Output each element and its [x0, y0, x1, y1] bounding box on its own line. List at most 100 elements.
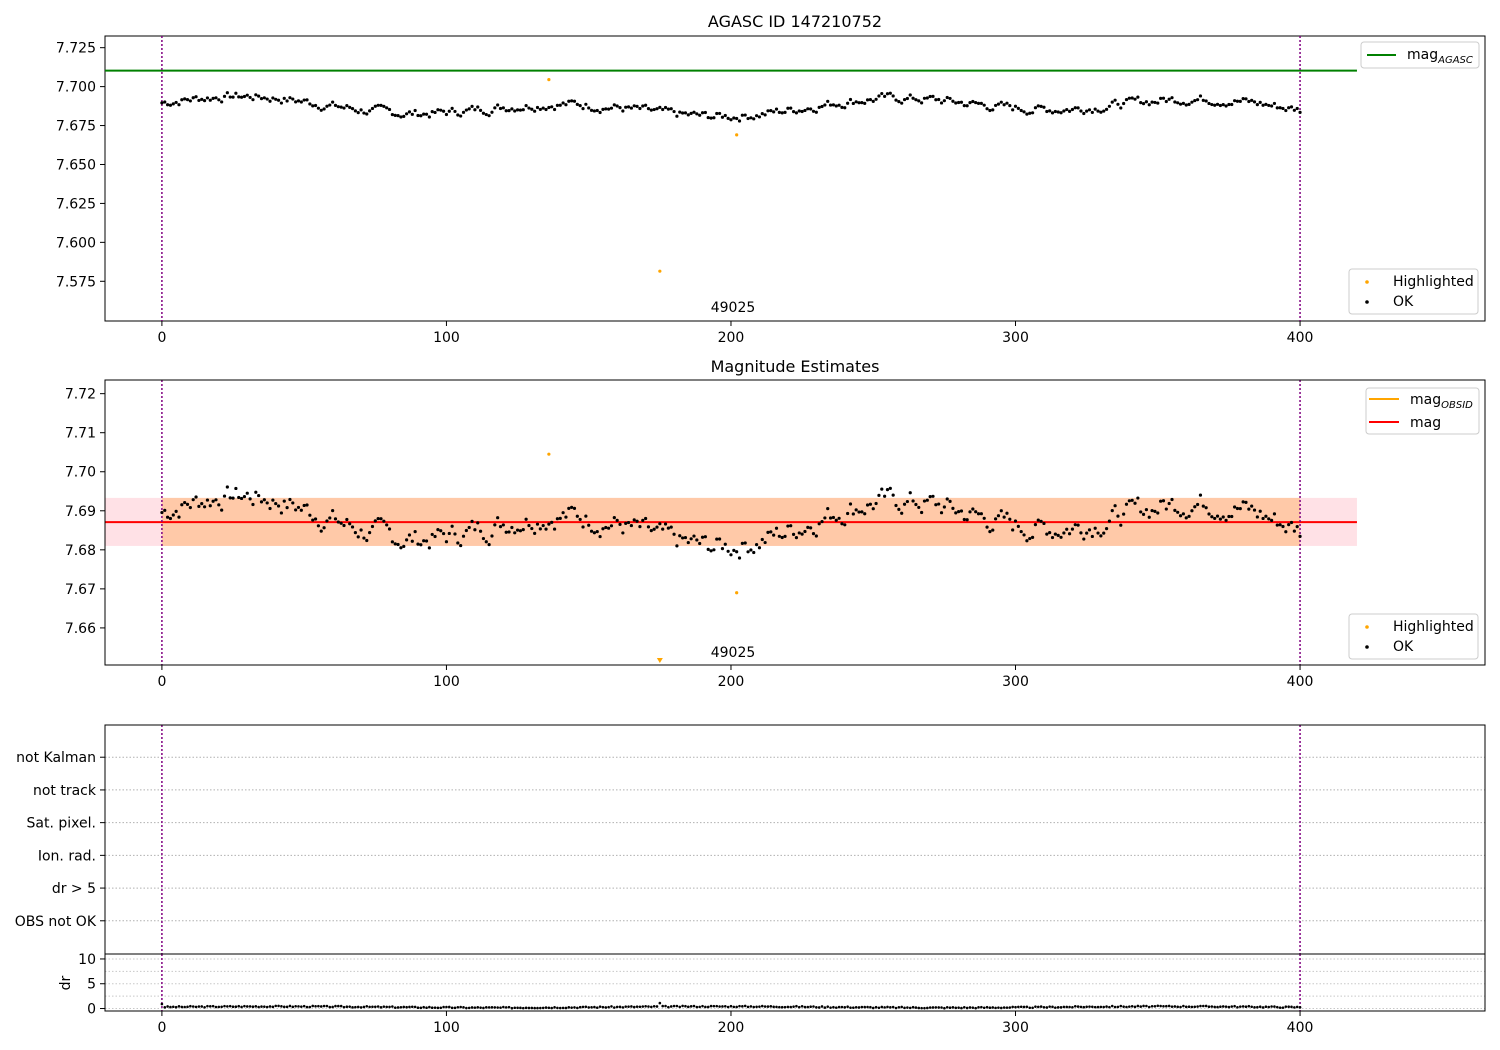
ok-point	[843, 523, 847, 527]
ok-point	[811, 109, 816, 113]
ok-point	[339, 521, 343, 525]
ok-point	[663, 522, 668, 526]
ok-point	[262, 96, 266, 100]
dr-point	[877, 1006, 881, 1010]
ok-point	[609, 524, 614, 528]
dr-point	[1091, 1005, 1094, 1009]
dr-point	[1031, 1006, 1034, 1010]
ok-point	[436, 528, 440, 532]
legend-marker-ok	[1365, 645, 1369, 649]
y-tick-label: 7.72	[65, 387, 96, 403]
ok-point	[550, 105, 554, 109]
ok-point	[370, 524, 375, 529]
dr-point	[741, 1005, 744, 1008]
ok-point	[1002, 103, 1006, 107]
ok-point	[552, 107, 557, 112]
ok-point	[319, 529, 323, 533]
ok-point	[828, 516, 833, 520]
ok-point	[791, 532, 796, 536]
ok-point	[450, 524, 454, 528]
ok-point	[772, 533, 776, 537]
dr-point	[277, 1004, 280, 1008]
dr-point	[991, 1006, 995, 1009]
ok-point	[202, 505, 207, 509]
ok-point	[948, 499, 952, 503]
ok-point	[1099, 110, 1103, 114]
ok-point	[222, 494, 227, 498]
ok-point	[1107, 104, 1112, 108]
dr-point	[749, 1005, 753, 1008]
ok-point	[504, 530, 508, 534]
ok-point	[513, 531, 517, 535]
dr-point	[701, 1004, 704, 1008]
ok-point	[1284, 530, 1288, 534]
ok-point	[985, 525, 989, 529]
dr-point	[504, 1006, 508, 1009]
ok-point	[393, 542, 397, 546]
ok-point	[1005, 511, 1009, 515]
ok-point	[390, 112, 394, 117]
dr-point	[891, 1005, 895, 1009]
ok-point	[976, 101, 981, 105]
ok-point	[897, 100, 901, 104]
dr-point	[1082, 1005, 1086, 1009]
ok-point	[410, 112, 414, 116]
dr-point	[450, 1006, 454, 1010]
ok-point	[754, 114, 759, 118]
ok-point	[615, 104, 619, 108]
ok-point	[831, 103, 836, 107]
dr-point	[1022, 1005, 1026, 1009]
dr-point	[911, 1005, 915, 1009]
ok-point	[1244, 500, 1248, 504]
ok-point	[478, 529, 483, 533]
ok-point	[433, 110, 437, 115]
ok-point	[769, 109, 773, 113]
ok-point	[541, 523, 545, 528]
ok-point	[524, 517, 528, 521]
legend-label-mag-obsid: magOBSID	[1410, 392, 1473, 411]
ok-point	[1133, 97, 1137, 101]
ok-point	[498, 106, 503, 111]
ok-point	[968, 101, 972, 105]
ok-point	[365, 538, 369, 543]
ok-point	[834, 104, 838, 108]
ok-point	[510, 107, 514, 111]
ok-point	[1011, 108, 1015, 112]
dr-point	[1179, 1005, 1182, 1009]
ok-point	[1053, 532, 1057, 536]
dr-point	[1233, 1004, 1236, 1008]
ok-point	[988, 530, 992, 534]
ok-point	[652, 527, 656, 531]
ok-point	[1156, 101, 1160, 105]
ok-point	[695, 112, 699, 116]
dr-point	[285, 1005, 289, 1009]
dr-point	[294, 1004, 297, 1008]
ok-point	[880, 487, 884, 491]
ok-point	[1198, 94, 1203, 98]
ok-point	[1269, 104, 1274, 108]
ok-point	[885, 92, 890, 96]
dr-point	[795, 1004, 798, 1008]
ok-point	[171, 513, 175, 517]
dr-point	[900, 1005, 904, 1009]
dr-point	[755, 1005, 758, 1009]
ok-point	[348, 105, 352, 109]
dr-point	[897, 1006, 901, 1009]
ok-point	[308, 102, 312, 106]
ok-point	[644, 516, 648, 521]
dr-point	[988, 1006, 992, 1010]
legend-label-mag-agasc: magAGASC	[1407, 47, 1473, 66]
ok-point	[917, 505, 921, 510]
ok-point	[934, 98, 938, 102]
dr-point	[1088, 1005, 1091, 1008]
ok-point	[774, 526, 779, 530]
ok-point	[769, 530, 773, 534]
ok-point	[700, 111, 705, 115]
dr-point	[1054, 1006, 1057, 1009]
dr-point	[1273, 1005, 1276, 1008]
dr-point	[732, 1005, 736, 1009]
dr-point	[410, 1005, 414, 1009]
dr-point	[1133, 1005, 1137, 1009]
ok-point	[370, 106, 375, 111]
ok-point	[598, 110, 602, 115]
